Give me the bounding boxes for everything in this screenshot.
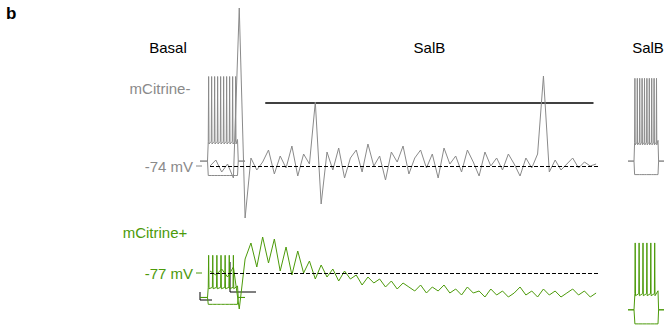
svg-text:SalB: SalB: [632, 39, 664, 56]
svg-text:Basal: Basal: [149, 39, 187, 56]
svg-text:mCitrine-: mCitrine-: [130, 80, 191, 97]
svg-text:b: b: [6, 4, 16, 23]
svg-text:SalB: SalB: [414, 39, 446, 56]
svg-text:-74 mV: -74 mV: [145, 158, 193, 175]
svg-text:-77 mV: -77 mV: [145, 265, 193, 282]
svg-text:mCitrine+: mCitrine+: [123, 224, 188, 241]
